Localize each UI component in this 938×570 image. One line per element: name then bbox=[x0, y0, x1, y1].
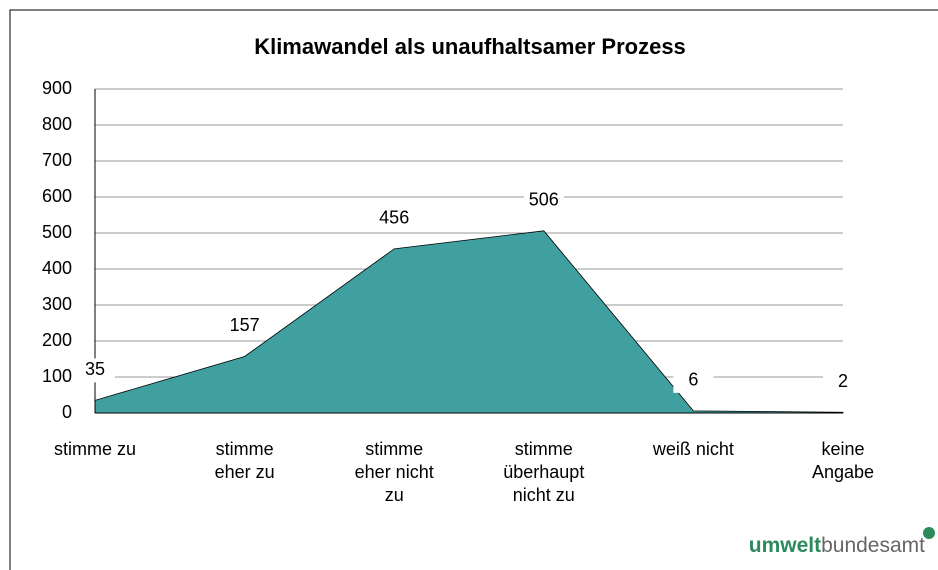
y-tick-label: 600 bbox=[42, 186, 72, 206]
x-tick-label-line: stimme bbox=[365, 439, 423, 459]
chart-title: Klimawandel als unaufhaltsamer Prozess bbox=[254, 34, 686, 59]
logo-regular: bundesamt bbox=[821, 534, 925, 557]
logo-bold: umwelt bbox=[749, 534, 821, 557]
x-tick-label: stimme zu bbox=[54, 439, 136, 459]
y-tick-label: 800 bbox=[42, 114, 72, 134]
value-label: 6 bbox=[688, 370, 698, 390]
y-tick-label: 400 bbox=[42, 258, 72, 278]
value-label: 35 bbox=[85, 359, 105, 379]
logo-icon bbox=[923, 527, 935, 539]
x-tick-label-line: keine bbox=[821, 439, 864, 459]
y-tick-label: 0 bbox=[62, 402, 72, 422]
x-tick-label: stimme eher nicht zu bbox=[355, 439, 434, 505]
x-tick-label: weiß nicht bbox=[652, 439, 734, 459]
x-tick-label: keine Angabe bbox=[812, 439, 874, 482]
y-tick-label: 300 bbox=[42, 294, 72, 314]
x-tick-label-line: zu bbox=[385, 485, 404, 505]
value-label: 456 bbox=[379, 208, 409, 228]
value-label: 2 bbox=[838, 371, 848, 391]
logo: umweltbundesamt bbox=[749, 534, 925, 557]
plot: 0 100 200 300 400 500 600 700 800 900 35 stimme zu 1… bbox=[42, 78, 874, 505]
x-tick-label: stimme eher zu bbox=[215, 439, 275, 482]
y-tick-label: 900 bbox=[42, 78, 72, 98]
value-label: 506 bbox=[529, 190, 559, 210]
x-tick-label-line: Angabe bbox=[812, 462, 874, 482]
x-tick-label-line: stimme zu bbox=[54, 439, 136, 459]
x-tick-label-line: eher zu bbox=[215, 462, 275, 482]
value-label-bg bbox=[523, 188, 564, 213]
value-label: 157 bbox=[230, 315, 260, 335]
value-label-bg bbox=[673, 368, 714, 393]
x-tick-label-line: eher nicht bbox=[355, 462, 434, 482]
x-tick-label-line: stimme bbox=[515, 439, 573, 459]
y-tick-label: 100 bbox=[42, 366, 72, 386]
value-label-bg bbox=[224, 314, 265, 339]
x-tick-label-line: stimme bbox=[216, 439, 274, 459]
x-tick-label-line: nicht zu bbox=[513, 485, 575, 505]
x-tick-label: stimme überhaupt nicht zu bbox=[503, 439, 584, 505]
value-label-bg bbox=[75, 358, 115, 383]
value-label-bg bbox=[823, 370, 863, 395]
value-label-bg bbox=[374, 206, 415, 231]
y-tick-label: 500 bbox=[42, 222, 72, 242]
x-tick-label-line: überhaupt bbox=[503, 462, 584, 482]
x-tick-label-line: weiß nicht bbox=[652, 439, 734, 459]
y-tick-label: 200 bbox=[42, 330, 72, 350]
y-tick-label: 700 bbox=[42, 150, 72, 170]
